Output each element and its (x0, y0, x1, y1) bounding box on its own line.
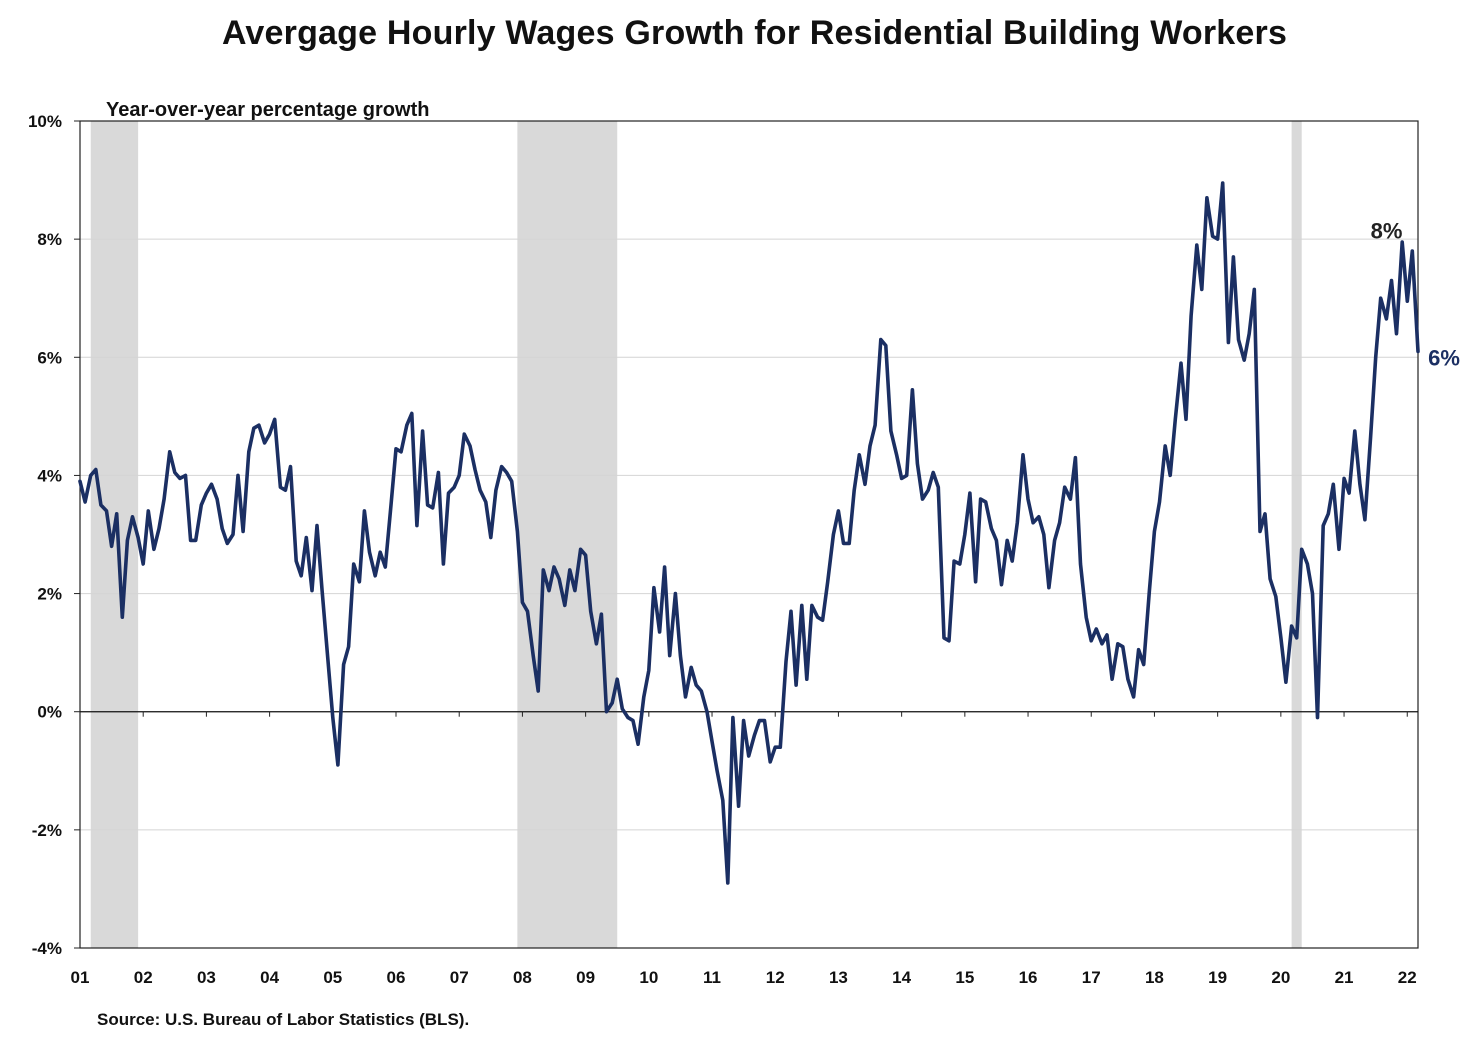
x-tick-label: 12 (766, 968, 785, 987)
x-tick-label: 05 (323, 968, 342, 987)
axes: -4% -2% 0% 2% 4% 6% 8% 10% 01 02 03 04 05 06 07 08 09 10 1… (28, 112, 1418, 987)
x-tick-label: 19 (1208, 968, 1227, 987)
x-tick-label: 06 (387, 968, 406, 987)
x-tick-label: 13 (829, 968, 848, 987)
x-tick-label: 11 (703, 968, 721, 987)
annotation-label: 6% (1428, 345, 1460, 370)
recession-band (1291, 121, 1302, 948)
gridlines (80, 238, 1418, 831)
x-tick-label: 15 (955, 968, 974, 987)
y-tick-label: -2% (32, 821, 62, 840)
annotation-label: 8% (1371, 218, 1403, 243)
source-note: Source: U.S. Bureau of Labor Statistics … (97, 1010, 470, 1029)
x-tick-label: 20 (1271, 968, 1290, 987)
annotations: 8% 6% (1371, 218, 1460, 370)
x-tick-label: 21 (1335, 968, 1354, 987)
x-tick-label: 18 (1145, 968, 1164, 987)
chart-title: Avergage Hourly Wages Growth for Residen… (221, 14, 1288, 52)
x-tick-label: 07 (450, 968, 469, 987)
x-tick-label: 16 (1019, 968, 1038, 987)
y-tick-label: -4% (32, 939, 62, 958)
y-tick-label: 6% (37, 348, 62, 367)
chart-subtitle: Year-over-year percentage growth (106, 99, 429, 121)
x-tick-label: 17 (1082, 968, 1101, 987)
recession-band (517, 121, 618, 948)
x-tick-label: 01 (71, 968, 90, 987)
x-tick-label: 04 (260, 968, 279, 987)
wage-growth-line (78, 181, 1420, 885)
x-tick-label: 03 (197, 968, 216, 987)
x-tick-label: 02 (134, 968, 153, 987)
x-tick-label: 22 (1398, 968, 1417, 987)
x-tick-label: 09 (576, 968, 595, 987)
plot-area-border (79, 120, 1419, 949)
series-layer (78, 181, 1420, 885)
x-tick-label: 08 (513, 968, 532, 987)
x-tick-label: 10 (639, 968, 658, 987)
y-tick-label: 4% (37, 466, 62, 485)
y-tick-label: 2% (37, 585, 62, 604)
y-tick-label: 0% (37, 703, 62, 722)
y-tick-label: 8% (37, 230, 62, 249)
x-tick-label: 14 (892, 968, 911, 987)
recession-shading (90, 121, 1302, 948)
y-tick-label: 10% (28, 112, 62, 131)
